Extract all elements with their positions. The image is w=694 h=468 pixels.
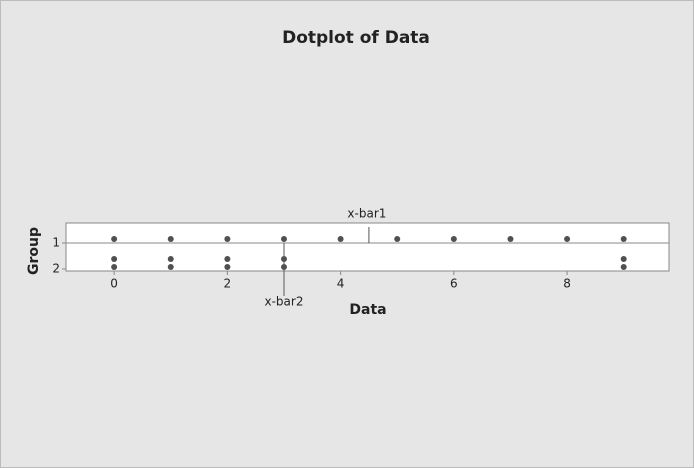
- x-tick-label: 4: [337, 277, 345, 291]
- dot: [111, 264, 118, 270]
- mean-label: x-bar2: [264, 295, 303, 309]
- group-label: 2: [52, 262, 60, 276]
- dot: [280, 236, 287, 242]
- dot: [111, 236, 118, 242]
- dot: [167, 256, 174, 262]
- dot: [337, 236, 344, 242]
- group-label: 1: [52, 236, 60, 250]
- y-axis-label: Group: [26, 227, 42, 275]
- x-tick-label: 8: [563, 277, 571, 291]
- x-tick-label: 2: [224, 277, 232, 291]
- plot-area: [65, 222, 670, 272]
- dot: [224, 236, 231, 242]
- x-axis-label: Data: [349, 302, 386, 318]
- dot: [620, 236, 627, 242]
- dot: [394, 236, 401, 242]
- dot: [167, 264, 174, 270]
- dot: [111, 256, 118, 262]
- dot: [167, 236, 174, 242]
- mean-label: x-bar1: [347, 207, 386, 221]
- dot: [224, 264, 231, 270]
- dot: [224, 256, 231, 262]
- dot: [450, 236, 457, 242]
- dot: [620, 256, 627, 262]
- x-tick-label: 0: [110, 277, 118, 291]
- dot: [564, 236, 571, 242]
- x-tick-label: 6: [450, 277, 458, 291]
- dot: [620, 264, 627, 270]
- chart-title: Dotplot of Data: [282, 28, 430, 48]
- dot: [507, 236, 514, 242]
